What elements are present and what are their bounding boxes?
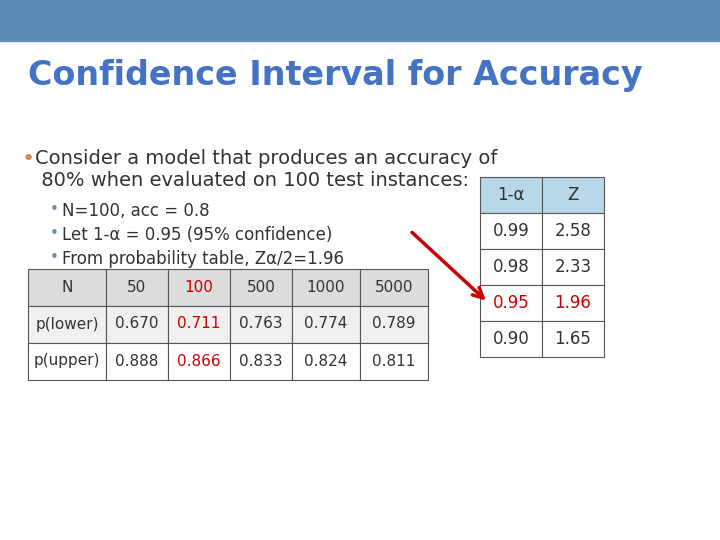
- Bar: [360, 306, 428, 342]
- Text: 1000: 1000: [307, 280, 346, 294]
- Bar: [106, 342, 168, 380]
- Bar: [360, 342, 428, 380]
- Text: 0.670: 0.670: [115, 316, 158, 332]
- Bar: [28, 268, 106, 306]
- Text: 1.65: 1.65: [554, 329, 591, 348]
- Text: 0.90: 0.90: [492, 329, 529, 348]
- Bar: [106, 306, 168, 342]
- Text: 0.774: 0.774: [305, 316, 348, 332]
- Text: •: •: [50, 202, 59, 218]
- Text: 1-α: 1-α: [498, 186, 525, 204]
- Text: 0.833: 0.833: [239, 354, 283, 368]
- Bar: [480, 285, 542, 321]
- Text: 1.96: 1.96: [554, 294, 591, 312]
- Text: From probability table, Zα/2=1.96: From probability table, Zα/2=1.96: [62, 251, 344, 268]
- Bar: [542, 321, 604, 356]
- Bar: [292, 342, 360, 380]
- Bar: [230, 306, 292, 342]
- Text: Let 1-α = 0.95 (95% confidence): Let 1-α = 0.95 (95% confidence): [62, 226, 333, 245]
- Text: 2.33: 2.33: [554, 258, 592, 275]
- Text: 0.888: 0.888: [115, 354, 158, 368]
- Bar: [28, 342, 106, 380]
- Bar: [230, 342, 292, 380]
- Bar: [480, 213, 542, 248]
- Bar: [542, 285, 604, 321]
- Text: p(upper): p(upper): [34, 354, 100, 368]
- Text: 0.763: 0.763: [239, 316, 283, 332]
- Text: •: •: [22, 148, 35, 168]
- Bar: [168, 306, 230, 342]
- Text: 0.95: 0.95: [492, 294, 529, 312]
- Text: Confidence Interval for Accuracy: Confidence Interval for Accuracy: [28, 58, 643, 91]
- Text: 0.711: 0.711: [177, 316, 221, 332]
- Text: p(lower): p(lower): [35, 316, 99, 332]
- Bar: [480, 248, 542, 285]
- Text: 5000: 5000: [374, 280, 413, 294]
- Text: 0.824: 0.824: [305, 354, 348, 368]
- Bar: [542, 213, 604, 248]
- Bar: [28, 306, 106, 342]
- Bar: [230, 268, 292, 306]
- Bar: [480, 321, 542, 356]
- Bar: [292, 306, 360, 342]
- Text: Z: Z: [567, 186, 579, 204]
- Text: 80% when evaluated on 100 test instances:: 80% when evaluated on 100 test instances…: [35, 171, 469, 190]
- Text: •: •: [50, 226, 59, 241]
- Bar: [480, 177, 542, 213]
- Text: 0.99: 0.99: [492, 221, 529, 240]
- Bar: [542, 177, 604, 213]
- Text: N=100, acc = 0.8: N=100, acc = 0.8: [62, 202, 210, 220]
- Text: 2.58: 2.58: [554, 221, 591, 240]
- Text: Consider a model that produces an accuracy of: Consider a model that produces an accura…: [35, 148, 498, 167]
- Bar: [168, 342, 230, 380]
- Text: 0.866: 0.866: [177, 354, 221, 368]
- Text: 500: 500: [246, 280, 276, 294]
- Text: •: •: [50, 251, 59, 266]
- Text: 50: 50: [127, 280, 147, 294]
- Bar: [542, 248, 604, 285]
- Text: 0.811: 0.811: [372, 354, 415, 368]
- Text: N: N: [61, 280, 73, 294]
- Bar: [0, 0, 720, 40]
- Bar: [106, 268, 168, 306]
- Bar: [168, 268, 230, 306]
- Bar: [360, 268, 428, 306]
- Text: 0.98: 0.98: [492, 258, 529, 275]
- Text: 100: 100: [184, 280, 213, 294]
- Text: 0.789: 0.789: [372, 316, 415, 332]
- Bar: [292, 268, 360, 306]
